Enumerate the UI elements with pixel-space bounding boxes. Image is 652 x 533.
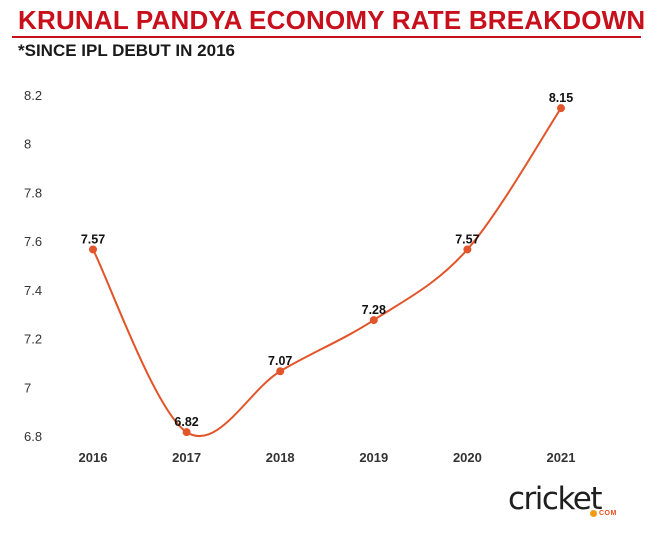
y-tick-label: 8 — [24, 137, 31, 152]
data-point — [89, 245, 97, 254]
y-axis-ticks: 6.8 7 7.2 7.4 7.6 7.8 8 8.2 — [24, 88, 42, 444]
series-markers — [89, 104, 565, 437]
data-label: 7.57 — [455, 232, 479, 246]
series-line — [92, 107, 562, 437]
data-labels: 7.57 6.82 7.07 7.28 7.57 8.15 — [81, 91, 573, 429]
data-point — [276, 367, 285, 376]
data-label: 7.07 — [268, 354, 292, 368]
logo-wordmark: cricket — [508, 481, 603, 517]
data-label: 7.28 — [362, 303, 386, 317]
x-tick-label: 2021 — [547, 450, 576, 465]
y-tick-label: 7.4 — [24, 283, 42, 298]
y-tick-label: 6.8 — [24, 429, 42, 444]
title-underline — [12, 36, 641, 38]
data-label: 6.82 — [174, 415, 198, 429]
data-point — [463, 245, 472, 254]
logo-domain: COM — [599, 510, 617, 517]
y-tick-label: 8.2 — [24, 88, 42, 103]
x-tick-label: 2019 — [359, 450, 388, 465]
logo-dot — [590, 510, 597, 517]
y-tick-label: 7.8 — [24, 185, 42, 200]
y-tick-label: 7 — [24, 380, 31, 395]
cricket-com-logo: cricket COM — [508, 482, 640, 526]
x-tick-label: 2016 — [79, 450, 108, 465]
x-tick-label: 2020 — [453, 450, 482, 465]
x-axis-ticks: 2016 2017 2018 2019 2020 2021 — [79, 450, 576, 465]
data-label: 7.57 — [81, 232, 105, 246]
data-label: 8.15 — [549, 91, 573, 105]
data-point — [369, 316, 378, 325]
x-tick-label: 2018 — [266, 450, 295, 465]
x-tick-label: 2017 — [172, 450, 201, 465]
data-point — [557, 104, 565, 113]
y-tick-label: 7.6 — [24, 234, 42, 249]
chart-subtitle: *SINCE IPL DEBUT IN 2016 — [18, 41, 235, 60]
data-point — [182, 428, 191, 437]
y-tick-label: 7.2 — [24, 332, 42, 347]
chart-title: KRUNAL PANDYA ECONOMY RATE BREAKDOWN — [18, 5, 646, 35]
